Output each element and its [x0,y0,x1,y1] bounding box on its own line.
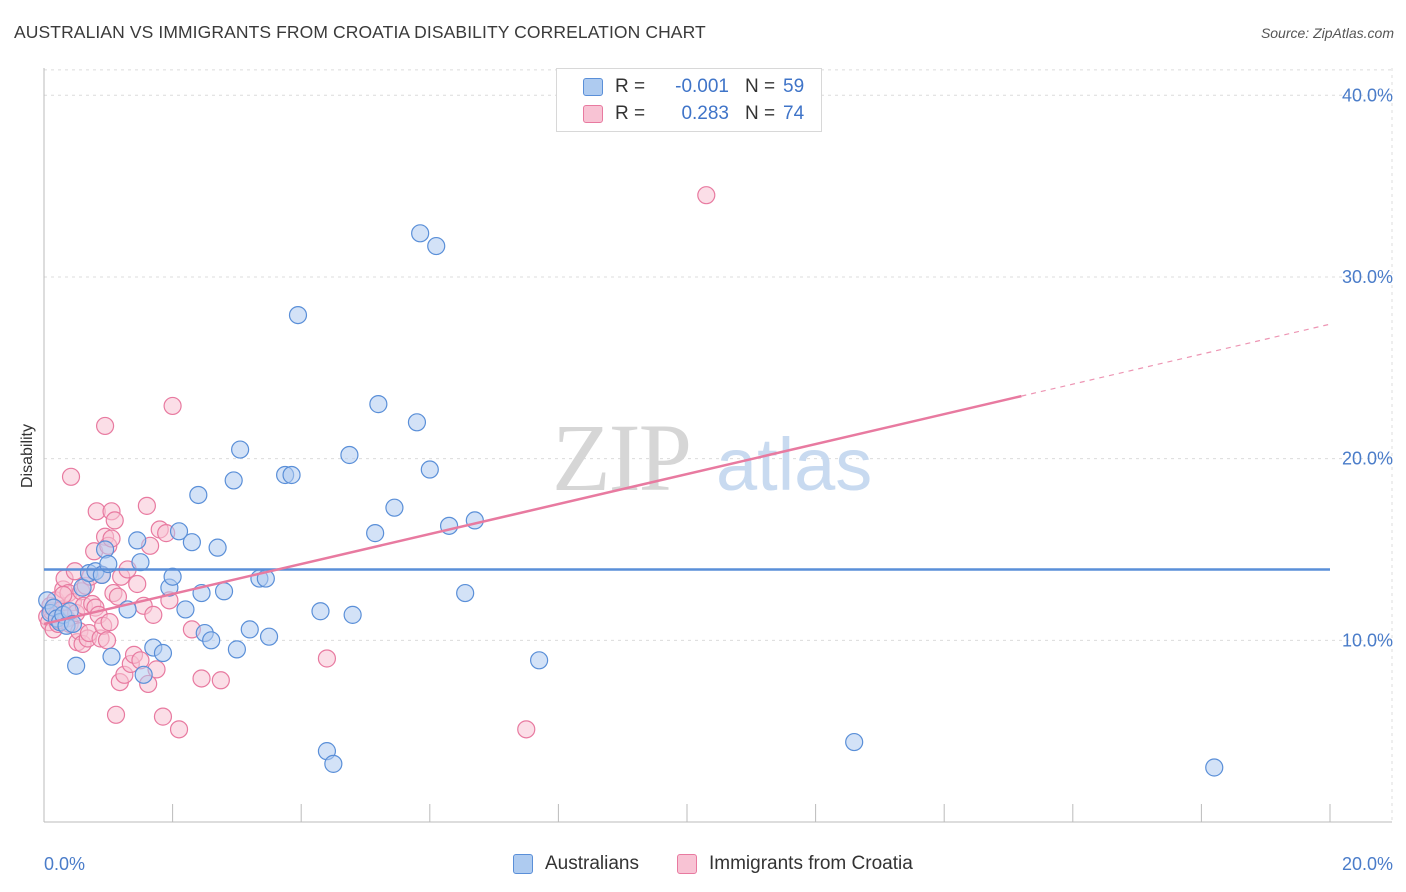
point-australians [182,533,201,552]
legend-r-label: R = [615,76,646,97]
point-australians [63,614,83,634]
point-australians [153,643,173,663]
point-australians [227,640,246,659]
point-australians [311,602,330,621]
legend-r-value: -0.001 [675,76,729,97]
point-australians [67,656,86,675]
point-croatia [61,467,81,486]
y-tick-label: 10.0% [1342,630,1393,650]
watermark-zip: ZIP [552,404,690,511]
tick-labels: 10.0% 20.0% 30.0% 40.0% 0.0% 20.0% [44,85,1393,874]
x-tick-label: 0.0% [44,854,85,874]
point-australians [385,498,404,517]
point-australians [134,665,153,684]
legend-r-value: 0.283 [681,103,729,124]
point-croatia [144,605,163,624]
point-australians [366,524,385,543]
bottom-legend-swatch-pink [677,854,697,874]
legend-n-label: N = [745,76,776,97]
x-tick-label: 20.0% [1342,854,1393,874]
point-australians [224,471,243,490]
bottom-legend-label: Immigrants from Croatia [709,853,913,874]
y-tick-label: 30.0% [1342,267,1393,287]
point-croatia [100,613,119,632]
point-croatia [192,669,211,688]
trend-line-croatia-extrapolated [1021,323,1331,397]
legend-r-label: R = [615,103,646,124]
trend-lines [43,323,1331,626]
point-australians [202,631,221,650]
point-croatia [517,720,536,739]
point-australians [163,567,182,586]
axes [43,68,1392,823]
bottom-legend-label: Australians [545,853,639,874]
legend-row-australians: R = -0.001 N = 59 [583,75,804,99]
correlation-legend: R = -0.001 N = 59 R = 0.283 N = 74 [556,68,822,132]
bottom-legend-croatia[interactable]: Immigrants from Croatia [677,852,913,876]
point-croatia [211,671,230,690]
y-tick-label: 40.0% [1342,85,1393,105]
point-australians [214,582,234,601]
point-australians [420,460,439,479]
trend-line-croatia [43,394,1022,626]
point-australians [324,754,343,773]
point-australians [208,538,227,557]
point-australians [340,445,359,465]
source-label: Source: ZipAtlas.com [1260,25,1394,41]
point-croatia [108,587,128,606]
point-australians [343,605,362,624]
point-croatia [54,585,73,604]
series-points-pink [38,186,716,739]
point-australians [369,395,388,414]
point-australians [465,511,484,530]
point-croatia [105,511,124,530]
y-tick-label: 20.0% [1342,449,1393,469]
series-points-blue [38,224,1224,777]
point-australians [427,236,446,256]
legend-n-value: 59 [783,76,805,97]
point-australians [176,600,195,619]
point-australians [282,465,301,485]
point-australians [530,651,549,670]
legend-swatch-pink [583,105,603,123]
point-croatia [169,720,189,739]
legend-swatch-blue [583,78,603,96]
point-croatia [128,574,147,594]
legend-row-croatia: R = 0.283 N = 74 [583,102,804,126]
watermark: ZIP atlas [552,404,872,511]
point-australians [845,732,864,752]
point-australians [1205,758,1224,777]
point-croatia [163,396,182,416]
point-australians [456,583,475,603]
point-croatia [97,631,117,650]
point-australians [131,553,150,572]
point-croatia [153,707,173,726]
point-australians [231,440,250,459]
point-australians [407,413,427,432]
point-croatia [317,649,337,668]
bottom-legend-swatch-blue [513,854,533,874]
point-croatia [697,186,716,205]
point-croatia [95,416,115,436]
point-croatia [137,496,156,515]
bottom-legend-australians[interactable]: Australians [513,852,639,876]
chart-title: AUSTRALIAN VS IMMIGRANTS FROM CROATIA DI… [14,22,706,42]
point-australians [189,485,208,505]
point-australians [259,627,279,646]
point-australians [411,224,430,243]
point-australians [102,647,121,666]
legend-n-label: N = [745,103,776,124]
point-australians [169,522,189,541]
point-australians [288,305,308,325]
point-australians [128,531,147,550]
point-croatia [106,705,126,724]
point-australians [240,620,259,639]
legend-n-value: 74 [783,103,805,124]
